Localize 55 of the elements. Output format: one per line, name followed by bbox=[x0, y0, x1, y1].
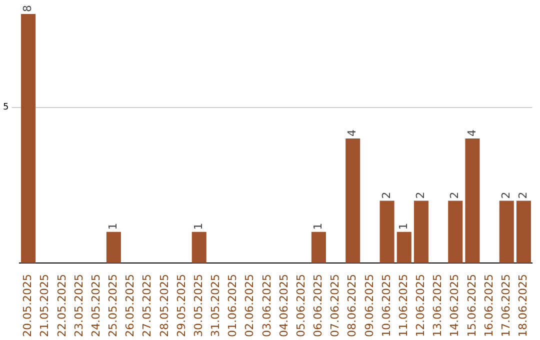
y-tick-label: 5 bbox=[2, 102, 9, 113]
x-tick-label: 13.06.2025 bbox=[431, 274, 444, 338]
x-tick-label: 23.05.2025 bbox=[72, 274, 86, 338]
data-label: 2 bbox=[499, 192, 512, 199]
bar bbox=[311, 232, 326, 264]
x-tick-label: 10.06.2025 bbox=[380, 274, 393, 338]
data-label: 4 bbox=[465, 130, 478, 137]
data-label: 1 bbox=[312, 222, 325, 230]
x-tick-label: 22.05.2025 bbox=[55, 274, 68, 338]
x-tick-label: 02.06.2025 bbox=[243, 274, 256, 338]
x-tick-label: 29.05.2025 bbox=[174, 274, 188, 338]
x-tick-label: 25.05.2025 bbox=[106, 274, 120, 338]
bar bbox=[346, 138, 360, 264]
x-tick-label: 18.06.2025 bbox=[516, 274, 530, 338]
x-tick-label: 20.05.2025 bbox=[21, 274, 34, 338]
bar bbox=[192, 232, 206, 264]
x-tick-label: 26.05.2025 bbox=[124, 274, 137, 338]
data-label: 1 bbox=[396, 222, 410, 230]
x-tick-label: 08.06.2025 bbox=[346, 274, 359, 338]
data-label: 1 bbox=[192, 222, 205, 230]
bar bbox=[21, 14, 36, 264]
bar bbox=[106, 232, 121, 264]
x-tick-label: 28.05.2025 bbox=[158, 274, 171, 338]
bar bbox=[516, 200, 531, 264]
x-tick-label: 11.06.2025 bbox=[396, 274, 410, 338]
bar bbox=[380, 200, 394, 264]
data-label: 4 bbox=[346, 130, 359, 137]
x-tick-label: 12.06.2025 bbox=[414, 274, 428, 338]
data-label: 2 bbox=[380, 192, 393, 199]
data-label: 2 bbox=[448, 192, 462, 199]
x-tick-label: 24.05.2025 bbox=[89, 274, 102, 338]
x-tick-label: 17.06.2025 bbox=[499, 274, 512, 338]
x-tick-label: 14.06.2025 bbox=[448, 274, 462, 338]
bar bbox=[448, 200, 463, 264]
data-label: 8 bbox=[21, 5, 34, 12]
x-tick-label: 06.06.2025 bbox=[312, 274, 325, 338]
x-tick-label: 04.06.2025 bbox=[277, 274, 290, 338]
bar bbox=[396, 232, 412, 264]
x-tick-label: 01.06.2025 bbox=[226, 274, 240, 338]
data-label: 1 bbox=[106, 222, 120, 230]
x-tick-label: 16.06.2025 bbox=[482, 274, 496, 338]
x-tick-label: 21.05.2025 bbox=[38, 274, 52, 338]
x-tick-label: 03.06.2025 bbox=[260, 274, 274, 338]
x-tick-label: 09.06.2025 bbox=[362, 274, 376, 338]
x-tick-label: 07.06.2025 bbox=[328, 274, 342, 338]
x-tick-label: 30.05.2025 bbox=[192, 274, 205, 338]
bar bbox=[414, 200, 428, 264]
data-label: 2 bbox=[516, 192, 530, 199]
data-label: 2 bbox=[414, 192, 428, 199]
bar bbox=[465, 138, 480, 264]
x-tick-label: 27.05.2025 bbox=[140, 274, 154, 338]
x-tick-label: 31.05.2025 bbox=[209, 274, 222, 338]
bar bbox=[499, 200, 514, 264]
x-tick-label: 05.06.2025 bbox=[294, 274, 308, 338]
x-tick-label: 15.06.2025 bbox=[465, 274, 478, 338]
